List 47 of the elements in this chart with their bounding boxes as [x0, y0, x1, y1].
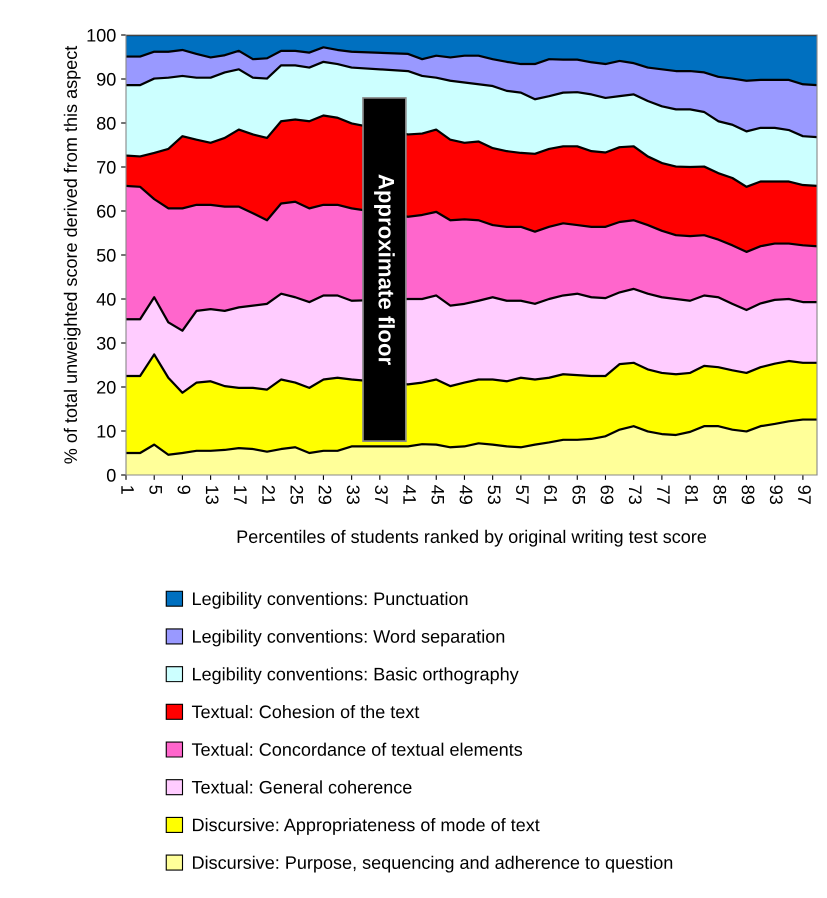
legend-label: Discursive: Appropriateness of mode of text	[193, 818, 540, 835]
x-tick-label: 37	[374, 485, 388, 504]
y-tick-label: 40	[96, 292, 116, 306]
x-tick-label: 57	[516, 485, 529, 504]
x-tick-label: 65	[572, 486, 586, 504]
x-tick-label: 93	[770, 486, 783, 504]
annotation: Approximate floor	[374, 174, 395, 365]
x-tick-label: 61	[544, 486, 557, 504]
legend-label: Legibility conventions: Basic orthography	[193, 667, 519, 684]
x-tick-label: 9	[178, 486, 190, 494]
x-tick-label: 73	[628, 486, 642, 504]
y-tick-label: 50	[96, 248, 116, 262]
x-tick-label: 97	[798, 486, 811, 504]
x-tick-label: 49	[460, 485, 472, 504]
x-tick-label: 21	[262, 486, 275, 504]
x-tick-label: 77	[657, 486, 670, 504]
x-tick-label: 33	[346, 485, 360, 504]
legend-label: Legibility conventions: Punctuation	[193, 592, 468, 609]
x-tick-label: 17	[234, 486, 247, 504]
legend-label: Textual: Concordance of textual elements	[192, 742, 522, 756]
y-tick-label: 70	[97, 160, 116, 174]
x-tick-label: 69	[600, 486, 614, 504]
y-tick-label: 10	[98, 424, 116, 438]
x-tick-label: 81	[685, 486, 698, 504]
y-tick-label: 100	[88, 28, 116, 42]
x-axis-title: Percentiles of students ranked by original writing test score	[238, 530, 706, 547]
y-tick-label: 60	[97, 204, 116, 218]
y-axis-title: % of total unweighted score derived from this aspect	[64, 46, 81, 464]
x-tick-label: 89	[742, 486, 754, 504]
x-tick-label: 13	[206, 486, 219, 504]
x-tick-label: 45	[431, 485, 444, 504]
x-tick-label: 53	[488, 485, 501, 504]
legend-label: Textual: Cohesion of the text	[192, 704, 420, 718]
y-tick-label: 30	[96, 336, 116, 350]
y-tick-label: 90	[97, 72, 116, 86]
legend-label: Legibility conventions: Word separation	[193, 630, 504, 646]
y-tick-label: 20	[97, 380, 116, 394]
x-tick-label: 5	[149, 485, 162, 494]
x-tick-label: 85	[713, 486, 726, 504]
y-tick-label: 80	[96, 116, 116, 130]
y-tick-label: 0	[106, 468, 116, 482]
x-tick-label: 1	[121, 486, 134, 494]
x-tick-label: 41	[403, 485, 416, 504]
x-tick-label: 25	[290, 486, 304, 504]
legend-label: Textual: General coherence	[192, 780, 412, 794]
legend-label: Discursive: Purpose, sequencing and adherence to question	[193, 856, 672, 873]
x-tick-label: 29	[318, 486, 332, 504]
